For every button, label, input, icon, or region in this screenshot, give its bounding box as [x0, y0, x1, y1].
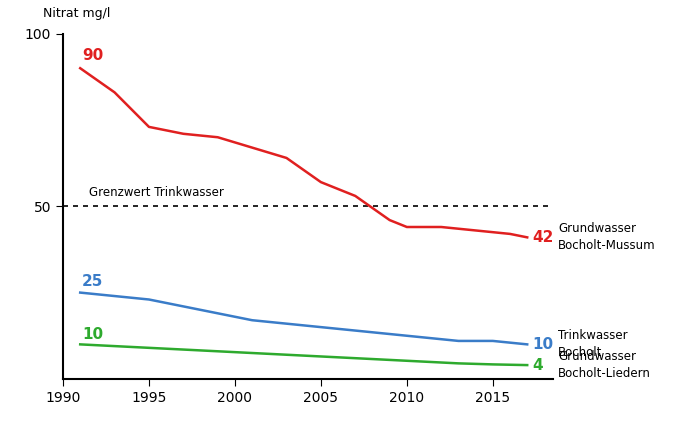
Text: 4: 4 — [533, 357, 543, 373]
Text: 42: 42 — [533, 230, 554, 245]
Text: Trinkwasser
Bocholt: Trinkwasser Bocholt — [558, 329, 628, 360]
Text: 25: 25 — [82, 274, 104, 289]
Text: Grundwasser
Bocholt-Mussum: Grundwasser Bocholt-Mussum — [558, 222, 656, 252]
Text: 90: 90 — [82, 48, 103, 63]
Text: Grenzwert Trinkwasser: Grenzwert Trinkwasser — [89, 187, 224, 200]
Text: 10: 10 — [82, 327, 103, 341]
Text: Grundwasser
Bocholt-Liedern: Grundwasser Bocholt-Liedern — [558, 350, 651, 380]
Text: 10: 10 — [533, 337, 554, 352]
Text: Nitrat mg/l: Nitrat mg/l — [43, 7, 111, 20]
